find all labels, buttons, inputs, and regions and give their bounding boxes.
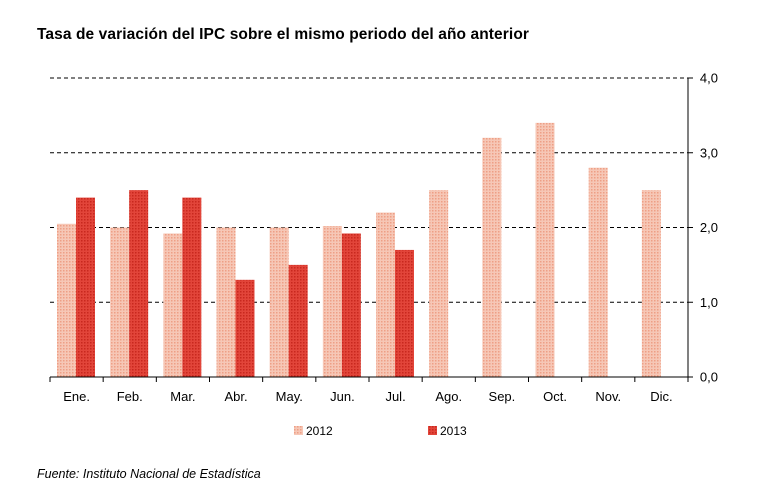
source-note: Fuente: Instituto Nacional de Estadístic… bbox=[37, 467, 261, 481]
bar-2012-sep bbox=[482, 137, 502, 377]
x-tick-label: Oct. bbox=[543, 389, 567, 404]
bar-2013-abr bbox=[235, 279, 255, 377]
bar-2012-jun bbox=[322, 226, 342, 377]
x-tick-label: Abr. bbox=[225, 389, 248, 404]
bar-2012-ago bbox=[429, 190, 449, 377]
bars bbox=[57, 122, 661, 377]
bar-2013-jul bbox=[395, 249, 414, 377]
axes: 0,0 1,0 2,0 3,0 4,0 Ene. Feb. Mar. Abr. May. Jun. J… bbox=[49, 71, 718, 404]
x-tick-label: Ene. bbox=[63, 389, 90, 404]
bar-2013-ene bbox=[76, 197, 95, 377]
bar-2013-jun bbox=[341, 233, 361, 377]
chart-title: Tasa de variación del IPC sobre el mismo… bbox=[37, 26, 530, 43]
x-tick-label: Jun. bbox=[330, 389, 355, 404]
y-tick-label: 0,0 bbox=[700, 370, 718, 385]
x-tick-label: Feb. bbox=[117, 389, 143, 404]
legend-swatch-2012 bbox=[294, 426, 303, 435]
y-tick-label: 4,0 bbox=[700, 71, 718, 86]
bar-2012-mar bbox=[163, 233, 183, 377]
y-tick-label: 3,0 bbox=[700, 145, 718, 160]
bar-2012-dic bbox=[641, 190, 661, 377]
bar-2012-feb bbox=[110, 227, 130, 377]
bar-2013-may bbox=[288, 264, 308, 377]
bar-2012-abr bbox=[216, 227, 236, 377]
gridlines bbox=[50, 77, 688, 303]
x-tick-label: May. bbox=[276, 389, 303, 404]
x-tick-label: Dic. bbox=[650, 389, 672, 404]
legend-label-2012: 2012 bbox=[306, 424, 333, 438]
bar-2012-ene bbox=[57, 223, 76, 377]
x-tick-label: Sep. bbox=[489, 389, 516, 404]
bar-2012-may bbox=[269, 227, 289, 377]
legend: 2012 2013 bbox=[294, 424, 467, 438]
bar-2012-oct bbox=[535, 122, 555, 377]
y-tick-label: 2,0 bbox=[700, 220, 718, 235]
y-tick-label: 1,0 bbox=[700, 295, 718, 310]
bar-2013-feb bbox=[129, 190, 149, 377]
bar-2013-mar bbox=[182, 197, 202, 377]
x-tick-label: Ago. bbox=[435, 389, 462, 404]
bar-2012-jul bbox=[376, 212, 395, 377]
legend-swatch-2013 bbox=[428, 426, 437, 435]
x-tick-label: Jul. bbox=[385, 389, 405, 404]
legend-label-2013: 2013 bbox=[440, 424, 467, 438]
bar-2012-nov bbox=[588, 167, 608, 377]
x-tick-label: Nov. bbox=[595, 389, 621, 404]
x-tick-label: Mar. bbox=[170, 389, 195, 404]
